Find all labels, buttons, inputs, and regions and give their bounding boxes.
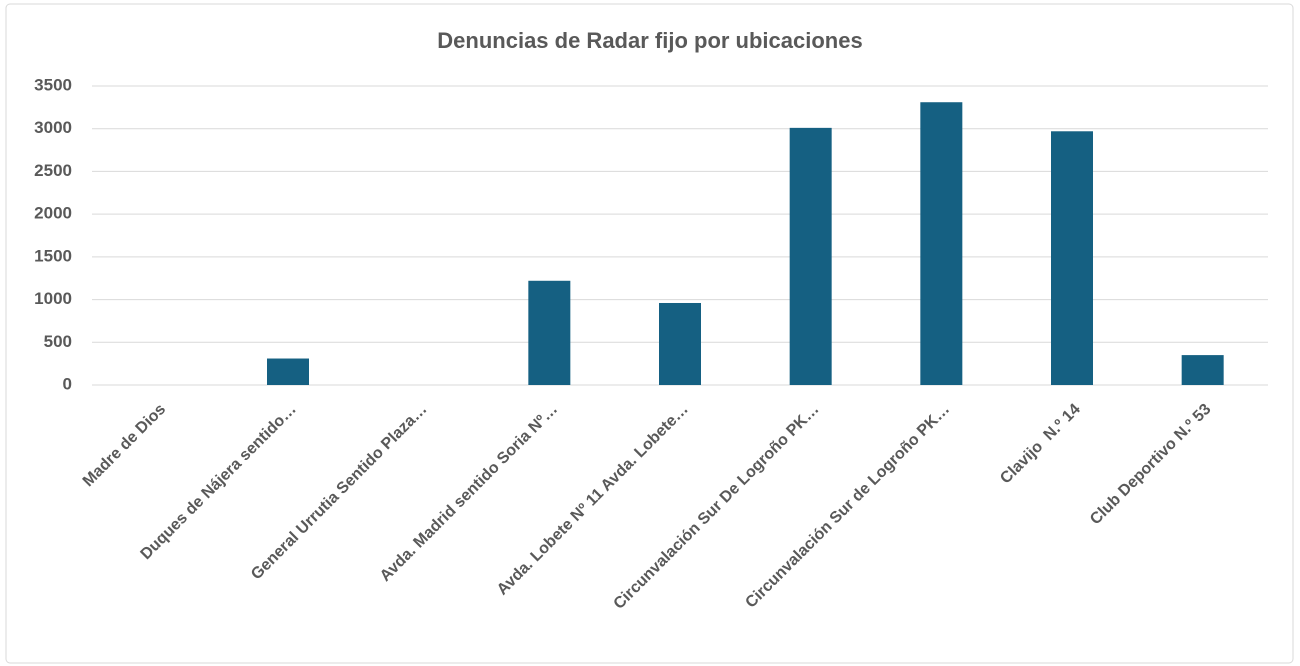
bar — [1181, 355, 1224, 385]
chart-title: Denuncias de Radar fijo por ubicaciones — [437, 28, 862, 53]
bar — [920, 102, 963, 385]
y-tick-label: 1000 — [34, 289, 72, 308]
y-tick-label: 3500 — [34, 75, 72, 94]
bar — [1051, 131, 1093, 385]
bar — [789, 127, 832, 386]
y-tick-label: 2500 — [34, 161, 72, 180]
y-tick-label: 0 — [63, 374, 72, 393]
chart-frame — [5, 3, 1294, 664]
y-tick-label: 2000 — [34, 204, 72, 223]
bar — [659, 302, 701, 385]
bar — [528, 280, 571, 385]
y-tick-label: 500 — [44, 332, 72, 351]
y-tick-label: 3000 — [34, 118, 72, 137]
y-tick-label: 1500 — [34, 246, 72, 265]
bar — [267, 358, 309, 385]
